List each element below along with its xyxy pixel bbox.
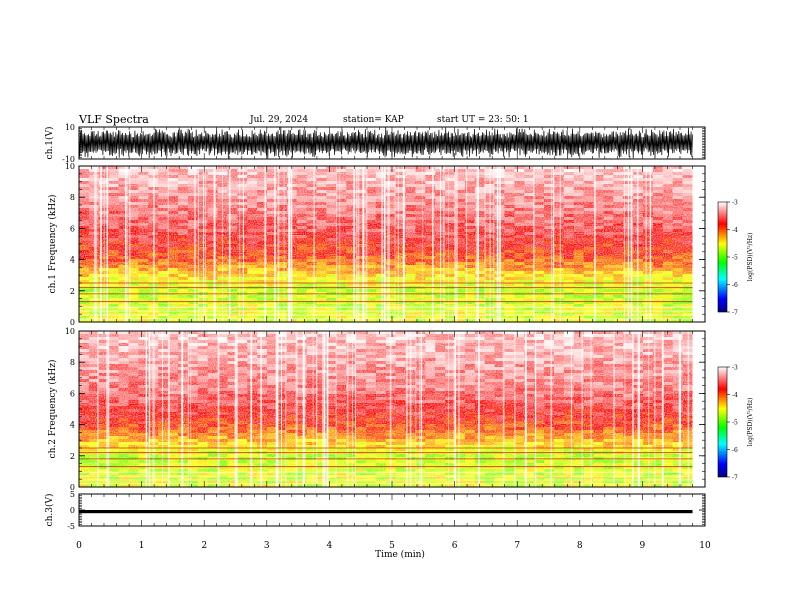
- spectrogram-gap: [288, 166, 290, 322]
- spectrogram-gap: [339, 166, 341, 322]
- spectrogram-gap: [129, 166, 131, 322]
- spectrogram-gap: [397, 166, 399, 322]
- spectrogram-gap: [383, 166, 386, 322]
- spectrogram-gap: [93, 166, 96, 322]
- spectrogram-gap: [213, 166, 216, 322]
- spectrogram-gap: [283, 166, 285, 322]
- spectrogram-gap: [313, 166, 315, 322]
- ch2-spectrogram-panel: [78, 330, 706, 488]
- spectrogram-gap: [106, 166, 108, 322]
- spectrogram-gap: [365, 166, 368, 322]
- spectrogram-gap: [455, 166, 458, 322]
- spectrogram-gap: [499, 166, 501, 322]
- spectrogram-gap: [627, 166, 630, 322]
- spectrogram-gap: [125, 166, 127, 322]
- spectrogram-gap: [552, 166, 555, 322]
- spectrogram-gap: [645, 166, 647, 322]
- spectrogram-gap: [228, 166, 231, 322]
- spectrogram-gap: [355, 166, 358, 322]
- station-label: station= KAP: [343, 115, 404, 125]
- date-label: Jul. 29, 2024: [249, 115, 308, 125]
- spectrogram-gap: [357, 166, 360, 322]
- spectrogram-gap: [100, 166, 102, 322]
- spectrogram-gap: [95, 166, 98, 322]
- spectrogram-gap: [388, 166, 390, 322]
- ch1-waveform-trace: [78, 127, 693, 159]
- ch1-spectrogram-gaps: [93, 166, 705, 322]
- spectrogram-gap: [551, 166, 552, 322]
- spectrogram-gap: [440, 166, 442, 322]
- spectrogram-gap: [204, 166, 206, 322]
- spectrogram-gap: [489, 166, 491, 322]
- spectrogram-gap: [103, 166, 105, 322]
- spectrogram-gap: [239, 166, 241, 322]
- figure-title: VLF Spectra: [78, 113, 149, 126]
- spectrogram-gap: [274, 166, 276, 322]
- spectrogram-gap: [289, 166, 291, 322]
- spectrogram-gap: [167, 166, 169, 322]
- spectrogram-gap: [277, 166, 280, 322]
- spectrogram-gap: [493, 166, 495, 322]
- spectrogram-gap: [636, 166, 639, 322]
- spectrogram-gap: [631, 166, 633, 322]
- ch1-spectrogram-grain: [79, 166, 693, 322]
- spectrogram-gap: [496, 166, 499, 322]
- spectrogram-gap: [432, 166, 434, 322]
- spectrogram-gap: [242, 166, 244, 322]
- spectrogram-gap: [454, 166, 456, 322]
- spectrogram-gap: [484, 166, 486, 322]
- ch1-spectrogram-panel: [78, 165, 706, 323]
- spectrogram-gap: [222, 166, 223, 322]
- spectrogram-gap: [559, 166, 561, 322]
- spectrogram-gap: [594, 166, 596, 322]
- spectrogram-gap: [153, 166, 155, 322]
- spectrogram-gap: [475, 166, 477, 322]
- spectrogram-gap: [402, 166, 405, 322]
- no-data-region: [692, 166, 705, 322]
- spectrogram-gap: [443, 166, 445, 322]
- spectrogram-gap: [533, 166, 535, 322]
- spectrogram-gap: [448, 166, 449, 322]
- spectrogram-gap: [381, 166, 384, 322]
- spectrogram-gap: [194, 166, 196, 322]
- spectrogram-gap: [290, 166, 293, 322]
- spectrogram-gap: [336, 166, 338, 322]
- spectrogram-gap: [394, 166, 396, 322]
- spectrogram-gap: [127, 166, 129, 322]
- spectrogram-gap: [353, 166, 355, 322]
- start-time-label: start UT = 23: 50: 1: [437, 115, 529, 125]
- ch1-spectrogram-lines: [79, 282, 693, 320]
- spectrogram-gap: [362, 166, 365, 322]
- ch1-waveform-line: [78, 127, 693, 159]
- spectrogram-gap: [264, 166, 267, 322]
- spectrogram-gap: [649, 166, 651, 322]
- spectrogram-gap: [203, 166, 204, 322]
- spectrogram-gap: [422, 166, 424, 322]
- spectrogram-gap: [387, 166, 390, 322]
- spectrogram-gap: [624, 166, 625, 322]
- spectrogram-gap: [466, 166, 468, 322]
- spectrogram-gap: [477, 166, 479, 322]
- spectrogram-gap: [198, 166, 199, 322]
- spectrogram-gap: [363, 166, 365, 322]
